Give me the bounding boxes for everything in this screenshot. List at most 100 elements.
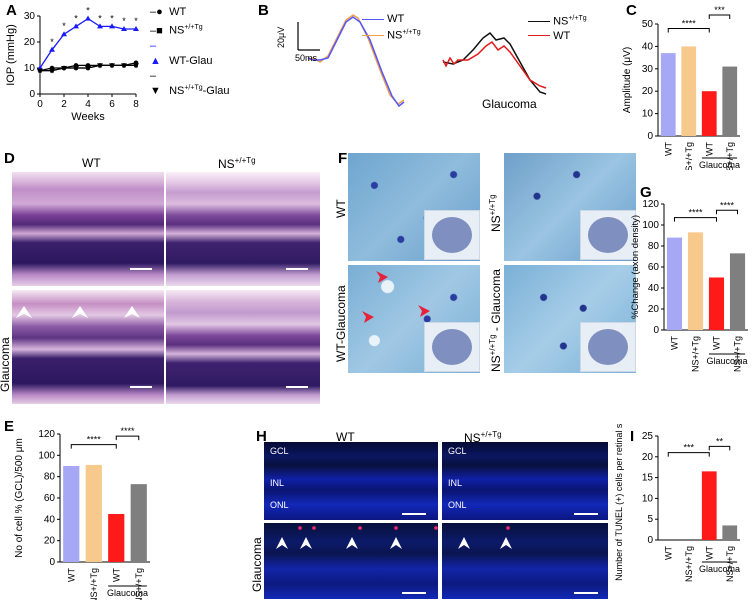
scale-voltage-label: 20μV <box>276 26 286 48</box>
significance-star: * <box>74 13 78 23</box>
x-tick-label: NS+/+Tg <box>134 568 144 600</box>
y-tick-label: 0 <box>647 535 653 546</box>
panel-f-arrowheads <box>362 271 430 323</box>
y-tick-label: 20 <box>44 536 56 547</box>
panel-c-letter: C <box>626 2 637 19</box>
tunel-dot <box>358 526 362 530</box>
panel-f-inset-4 <box>580 322 636 372</box>
y-tick-label: 30 <box>24 11 36 22</box>
data-point <box>133 63 139 69</box>
bar-3 <box>130 484 147 562</box>
red-arrowhead-icon <box>418 305 430 317</box>
sig-label: **** <box>682 18 697 28</box>
y-axis-label: Amplitude (μV) <box>622 47 633 113</box>
panel-h-letter: H <box>256 428 267 445</box>
legend-ns-right: NS+/+Tg <box>528 12 587 29</box>
x-tick-label: WT <box>670 336 680 350</box>
bar-3 <box>729 253 746 330</box>
legend-item-ns: –■ NS+/+Tg <box>150 24 203 37</box>
x-tick-label: WT <box>111 568 121 582</box>
y-tick-label: 25 <box>642 431 654 442</box>
data-point <box>97 63 103 69</box>
panel-d-arrowheads <box>16 306 140 318</box>
y-tick-label: 20 <box>24 37 36 48</box>
y-tick-label: 0 <box>653 325 659 336</box>
tunel-dot <box>506 526 510 530</box>
series-line-2 <box>39 17 136 69</box>
legend-item-wt: –● WT <box>150 6 187 18</box>
bar-1 <box>681 46 697 136</box>
legend-item-wt-glau: –▲ WT-Glau <box>150 39 213 67</box>
panel-d-glaucoma-label: Glaucoma <box>0 337 12 392</box>
panel-h-glaucoma-label: Glaucoma <box>250 537 264 592</box>
y-tick-label: 10 <box>642 493 654 504</box>
y-tick-label: 100 <box>642 220 659 231</box>
y-tick-label: 60 <box>648 262 660 273</box>
data-point <box>85 66 91 71</box>
arrowhead-icon <box>500 537 512 549</box>
scale-bar-h4 <box>574 592 598 594</box>
sig-bracket <box>70 444 117 449</box>
y-tick-label: 5 <box>647 514 653 525</box>
panel-h-ns-control-image <box>442 442 608 520</box>
sig-label: *** <box>714 5 725 15</box>
bar-2 <box>108 514 125 562</box>
scale-bar-d4 <box>286 386 308 388</box>
panel-e-letter: E <box>4 418 15 435</box>
panel-f-row-wt: WT <box>334 199 348 218</box>
panel-d-ns-glaucoma-image <box>166 290 320 404</box>
data-point <box>73 23 79 29</box>
red-arrowhead-icon <box>376 271 388 283</box>
panel-b-left-legend: WT NS+/+Tg <box>362 12 421 43</box>
scale-time-label: 50ms <box>295 53 318 63</box>
data-point <box>97 23 103 29</box>
y-tick-label: 10 <box>24 63 36 74</box>
x-tick-label: WT <box>66 568 76 582</box>
panel-d-wt-control-image <box>12 172 164 286</box>
data-point <box>61 66 67 71</box>
arrowhead-icon <box>458 537 470 549</box>
panel-d-ns-control-image <box>166 172 320 286</box>
legend-item-ns-glau: –▼ NS+/+Tg-Glau <box>150 69 230 97</box>
sig-label: **** <box>120 426 135 436</box>
trace-wt-left <box>307 16 405 108</box>
significance-star: * <box>86 6 90 16</box>
data-point <box>121 26 127 31</box>
arrowhead-icon <box>72 306 88 318</box>
panel-h-ns-glaucoma-image <box>442 523 608 599</box>
x-tick-label: NS+/+Tg <box>691 336 701 372</box>
group-label: Glaucoma <box>699 160 740 170</box>
y-tick-label: 0 <box>647 131 653 142</box>
bar-2 <box>708 277 725 330</box>
panel-i-letter: I <box>630 428 635 445</box>
y-tick-label: 120 <box>642 199 659 210</box>
tunel-dot <box>434 526 438 530</box>
layer-onl-2: ONL <box>448 500 467 510</box>
layer-onl-1: ONL <box>270 500 289 510</box>
y-tick-label: 50 <box>642 19 654 30</box>
bar-0 <box>660 53 676 137</box>
layer-inl-2: INL <box>448 478 463 488</box>
y-axis-label: No of cell % (GCL)/500 μm <box>14 438 25 558</box>
data-point <box>133 26 139 31</box>
panel-h-col-wt: WT <box>336 430 355 444</box>
y-tick-label: 40 <box>642 41 654 52</box>
x-tick-label: 6 <box>109 99 115 110</box>
panel-b-letter: B <box>258 2 269 19</box>
sig-label: *** <box>683 443 694 453</box>
sig-bracket <box>674 217 717 222</box>
sig-label: **** <box>720 200 735 210</box>
y-tick-label: 40 <box>44 514 56 525</box>
panel-a-legend: –● WT –■ NS+/+Tg –▲ WT-Glau –▼ NS+/+Tg-G… <box>150 5 230 99</box>
x-tick-label: NS+/+Tg <box>684 546 694 582</box>
layer-gcl-2: GCL <box>448 446 467 456</box>
arrowhead-icon <box>276 537 288 549</box>
panel-a-letter: A <box>6 2 17 19</box>
y-tick-label: 15 <box>642 473 654 484</box>
panel-f-inset-3 <box>424 322 480 372</box>
x-axis-label: Weeks <box>71 111 105 120</box>
x-tick-label: WT <box>663 142 673 156</box>
y-tick-label: 80 <box>648 241 660 252</box>
